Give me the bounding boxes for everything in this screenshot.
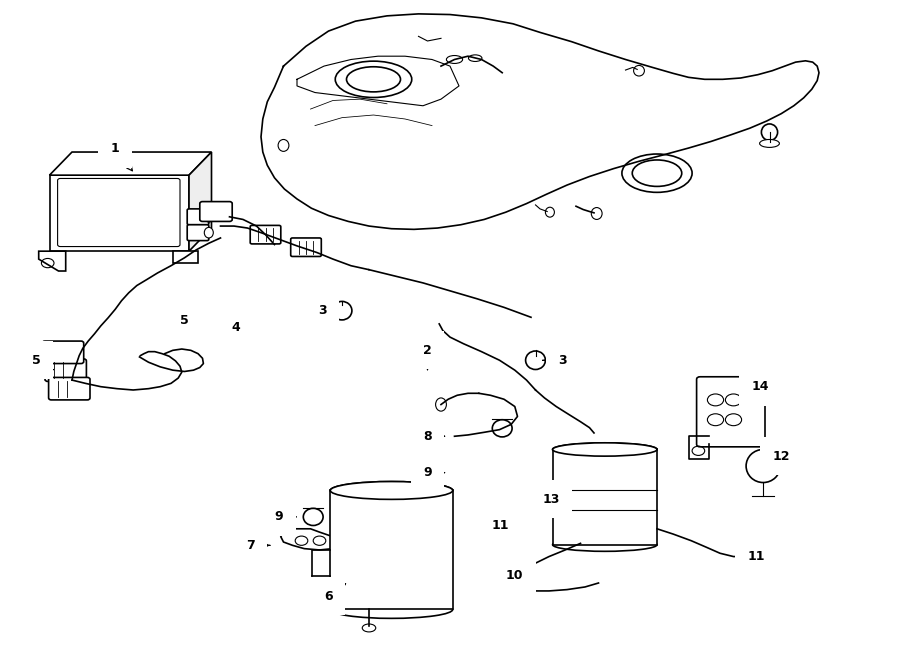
Polygon shape: [281, 529, 340, 550]
Ellipse shape: [761, 124, 778, 140]
Text: 11: 11: [491, 519, 509, 533]
Text: 1: 1: [111, 142, 132, 171]
Ellipse shape: [634, 65, 644, 76]
Ellipse shape: [278, 139, 289, 151]
Ellipse shape: [760, 139, 779, 147]
Text: 13: 13: [542, 492, 564, 506]
Ellipse shape: [737, 545, 757, 563]
Ellipse shape: [303, 508, 323, 525]
Ellipse shape: [591, 208, 602, 219]
Ellipse shape: [204, 212, 213, 222]
FancyBboxPatch shape: [330, 490, 453, 609]
Ellipse shape: [553, 538, 657, 551]
Ellipse shape: [330, 600, 453, 619]
FancyBboxPatch shape: [49, 377, 90, 400]
Ellipse shape: [332, 301, 352, 320]
Ellipse shape: [526, 351, 545, 369]
Ellipse shape: [446, 56, 463, 63]
Ellipse shape: [553, 443, 657, 456]
Polygon shape: [173, 251, 198, 263]
FancyBboxPatch shape: [50, 175, 189, 251]
Text: 3: 3: [318, 304, 327, 320]
FancyBboxPatch shape: [291, 238, 321, 256]
Text: 4: 4: [231, 321, 247, 334]
Polygon shape: [50, 152, 212, 175]
FancyBboxPatch shape: [697, 377, 765, 447]
Text: 10: 10: [506, 566, 524, 582]
Ellipse shape: [492, 420, 512, 437]
Ellipse shape: [362, 624, 376, 632]
FancyBboxPatch shape: [250, 225, 281, 244]
FancyBboxPatch shape: [187, 225, 209, 241]
Text: 5: 5: [180, 314, 196, 327]
FancyBboxPatch shape: [200, 202, 232, 221]
Text: 12: 12: [768, 449, 790, 463]
Polygon shape: [189, 152, 212, 251]
Text: 14: 14: [747, 380, 770, 393]
FancyBboxPatch shape: [553, 449, 657, 545]
Ellipse shape: [493, 526, 511, 542]
Polygon shape: [39, 251, 66, 271]
Text: 11: 11: [741, 550, 765, 563]
Ellipse shape: [746, 449, 780, 483]
FancyBboxPatch shape: [42, 341, 84, 364]
Text: 5: 5: [32, 354, 53, 369]
Ellipse shape: [330, 481, 453, 500]
Ellipse shape: [469, 55, 482, 61]
Text: 8: 8: [423, 430, 445, 443]
Ellipse shape: [204, 227, 213, 238]
FancyBboxPatch shape: [58, 178, 180, 247]
Text: 9: 9: [423, 466, 445, 479]
Text: 7: 7: [246, 539, 270, 552]
Ellipse shape: [553, 443, 657, 456]
Text: 6: 6: [324, 584, 346, 603]
Text: 2: 2: [423, 344, 432, 369]
Text: 3: 3: [543, 354, 567, 367]
Ellipse shape: [545, 208, 554, 217]
Text: 9: 9: [274, 510, 296, 524]
Ellipse shape: [436, 398, 446, 411]
FancyBboxPatch shape: [187, 209, 209, 225]
FancyBboxPatch shape: [45, 359, 86, 381]
Ellipse shape: [330, 481, 453, 500]
